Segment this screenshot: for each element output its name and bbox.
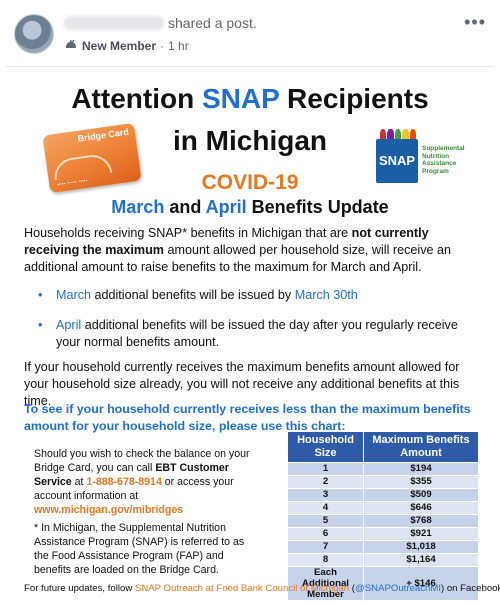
table-row: 2 $355 — [287, 475, 479, 489]
table-row: Each Additional Member + $146 — [287, 566, 479, 601]
balance-note-text: Should you wish to check the balance on … — [34, 448, 250, 474]
bullet-dot: • — [38, 318, 43, 332]
snap-desc-line: Nutrition — [422, 152, 450, 160]
table-cell: $646 — [363, 501, 479, 515]
flyer-title: Attention SNAP Recipients — [6, 83, 494, 115]
snap-desc-line: Assistance — [422, 160, 457, 167]
snap-desc-line: Program — [422, 167, 449, 175]
post-time[interactable]: 1 hr — [168, 38, 189, 53]
table-cell: 7 — [287, 540, 364, 554]
table-cell: $1,164 — [363, 553, 479, 567]
covid-heading: COVID-19 — [201, 171, 299, 194]
max-benefits-paragraph: If your household currently receives the… — [24, 360, 460, 408]
bullet-dot: • — [38, 288, 43, 302]
table-cell: 5 — [287, 514, 364, 528]
shared-text: shared a post. — [168, 15, 257, 31]
bullet-march-word: March — [56, 288, 91, 302]
post-header: shared a post. New Member · 1 hr ••• — [0, 0, 500, 62]
author-name-redacted[interactable] — [64, 16, 164, 30]
table-row: 6 $921 — [287, 527, 479, 541]
bullet-march: • March additional benefits will be issu… — [38, 287, 476, 304]
table-cell: + $146 — [363, 566, 479, 601]
bullet-march-date: March 30th — [294, 288, 358, 302]
update-rest: Benefits Update — [246, 197, 389, 217]
meta-separator: · — [160, 38, 165, 53]
footer-text: For future updates, follow — [24, 583, 135, 594]
intro-paragraph: Households receiving SNAP* benefits in M… — [24, 225, 486, 276]
update-heading: March and April Benefits Update — [6, 197, 494, 218]
new-member-label[interactable]: New Member — [82, 38, 157, 53]
update-and: and — [164, 197, 206, 217]
table-header-size: Household Size — [287, 431, 364, 463]
table-cell: $194 — [363, 462, 479, 476]
title-snap: SNAP — [201, 83, 280, 114]
more-options-icon[interactable]: ••• — [464, 12, 486, 32]
intro-bold: not currently receiving the maximum — [24, 226, 429, 257]
title-suffix: Recipients — [279, 83, 429, 114]
table-cell: 4 — [287, 501, 364, 515]
grocery-bag-graphic — [376, 139, 418, 183]
post-meta: New Member · 1 hr — [64, 38, 189, 53]
mibridges-url: www.michigan.gov/mibridges — [34, 504, 184, 516]
table-cell: $768 — [363, 514, 479, 528]
balance-note: Should you wish to check the balance on … — [34, 447, 264, 517]
table-cell: Each Additional Member — [287, 566, 364, 601]
snap-desc-line: Supplemental — [422, 145, 465, 152]
flyer-title-line2: in Michigan — [173, 125, 327, 156]
table-row: 8 $1,164 — [287, 553, 479, 567]
fap-note: * In Michigan, the Supplemental Nutritio… — [34, 522, 245, 576]
table-cell: 8 — [287, 553, 364, 567]
snap-logo-word: SNAP — [378, 153, 416, 168]
balance-note-text2: or access your account information at — [34, 476, 234, 502]
benefits-table: Household Size Maximum Benefits Amount 1… — [287, 431, 479, 601]
new-member-badge-icon — [64, 38, 78, 53]
intro-text-end: amount allowed per household size, will … — [24, 243, 452, 274]
bullet-april: • April additional benefits will be issu… — [38, 317, 476, 351]
bullet-april-text: additional benefits will be issued the d… — [56, 318, 458, 349]
chart-instruction: To see if your household currently recei… — [24, 402, 471, 433]
avatar[interactable] — [14, 14, 54, 54]
table-row: 1 $194 — [287, 462, 479, 476]
table-cell: 1 — [287, 462, 364, 476]
update-april: April — [205, 197, 247, 217]
snap-logo: SNAP Supplemental Nutrition Assistance P… — [376, 129, 476, 187]
bullet-march-text: additional benefits will be issued by — [91, 288, 295, 302]
produce-graphic — [380, 129, 417, 143]
table-cell: $1,018 — [363, 540, 479, 554]
table-row: 5 $768 — [287, 514, 479, 528]
table-cell: $355 — [363, 475, 479, 489]
table-row: 3 $509 — [287, 488, 479, 502]
update-march: March — [111, 197, 165, 217]
table-cell: 3 — [287, 488, 364, 502]
flyer-image[interactable]: Attention SNAP Recipients in Michigan Br… — [6, 66, 500, 602]
table-cell: $921 — [363, 527, 479, 541]
footer-handle: @SNAPOutreachMI — [355, 583, 441, 594]
table-header-amount: Maximum Benefits Amount — [363, 431, 479, 463]
bridge-card-label: Bridge Card — [76, 126, 130, 144]
title-prefix: Attention — [71, 83, 202, 114]
balance-note-at: at — [71, 476, 87, 488]
footer-paren: ( — [349, 583, 355, 594]
footer-end: ) on Facebook! — [440, 583, 500, 594]
table-cell: $509 — [363, 488, 479, 502]
footer-note: For future updates, follow SNAP Outreach… — [24, 583, 500, 594]
table-row: 4 $646 — [287, 501, 479, 515]
snap-logo-description: Supplemental Nutrition Assistance Progra… — [422, 145, 465, 175]
bullet-april-word: April — [56, 318, 82, 332]
table-row: 7 $1,018 — [287, 540, 479, 554]
ebt-label: EBT Customer Service — [34, 462, 229, 488]
intro-text: Households receiving SNAP* benefits in M… — [24, 226, 352, 240]
table-cell: 2 — [287, 475, 364, 489]
ebt-phone: 1-888-678-8914 — [86, 476, 162, 488]
table-cell: 6 — [287, 527, 364, 541]
footer-org: SNAP Outreach at Food Bank Council of Mi… — [134, 583, 350, 594]
